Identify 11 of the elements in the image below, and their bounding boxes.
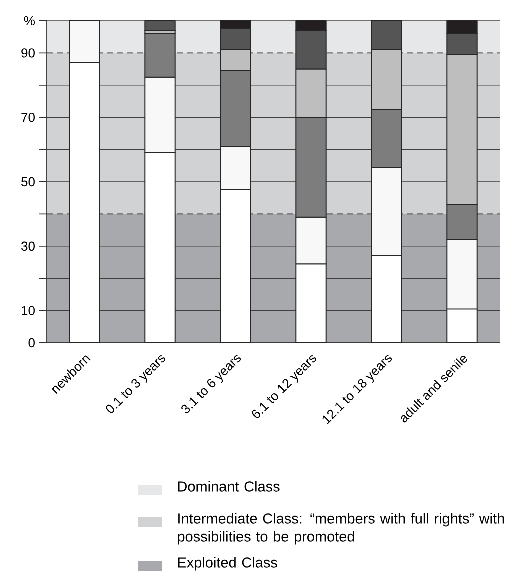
y-tick-label: 50 [22, 177, 35, 187]
legend-label: Intermediate Class: “members with full rights” with possibilities to be promoted [178, 513, 504, 545]
y-tick-label: 10 [22, 306, 35, 316]
bar [144, 20, 176, 32]
y-tick-label: 30 [22, 242, 35, 251]
legend-label: Exploited Class [178, 557, 278, 571]
y-tick-label: 90 [22, 48, 35, 58]
legend-label: Dominant Class [178, 481, 280, 492]
y-tick-label: 0 [28, 338, 35, 348]
y-tick-label: 70 [22, 112, 35, 122]
y-tick-label: % [24, 16, 36, 26]
